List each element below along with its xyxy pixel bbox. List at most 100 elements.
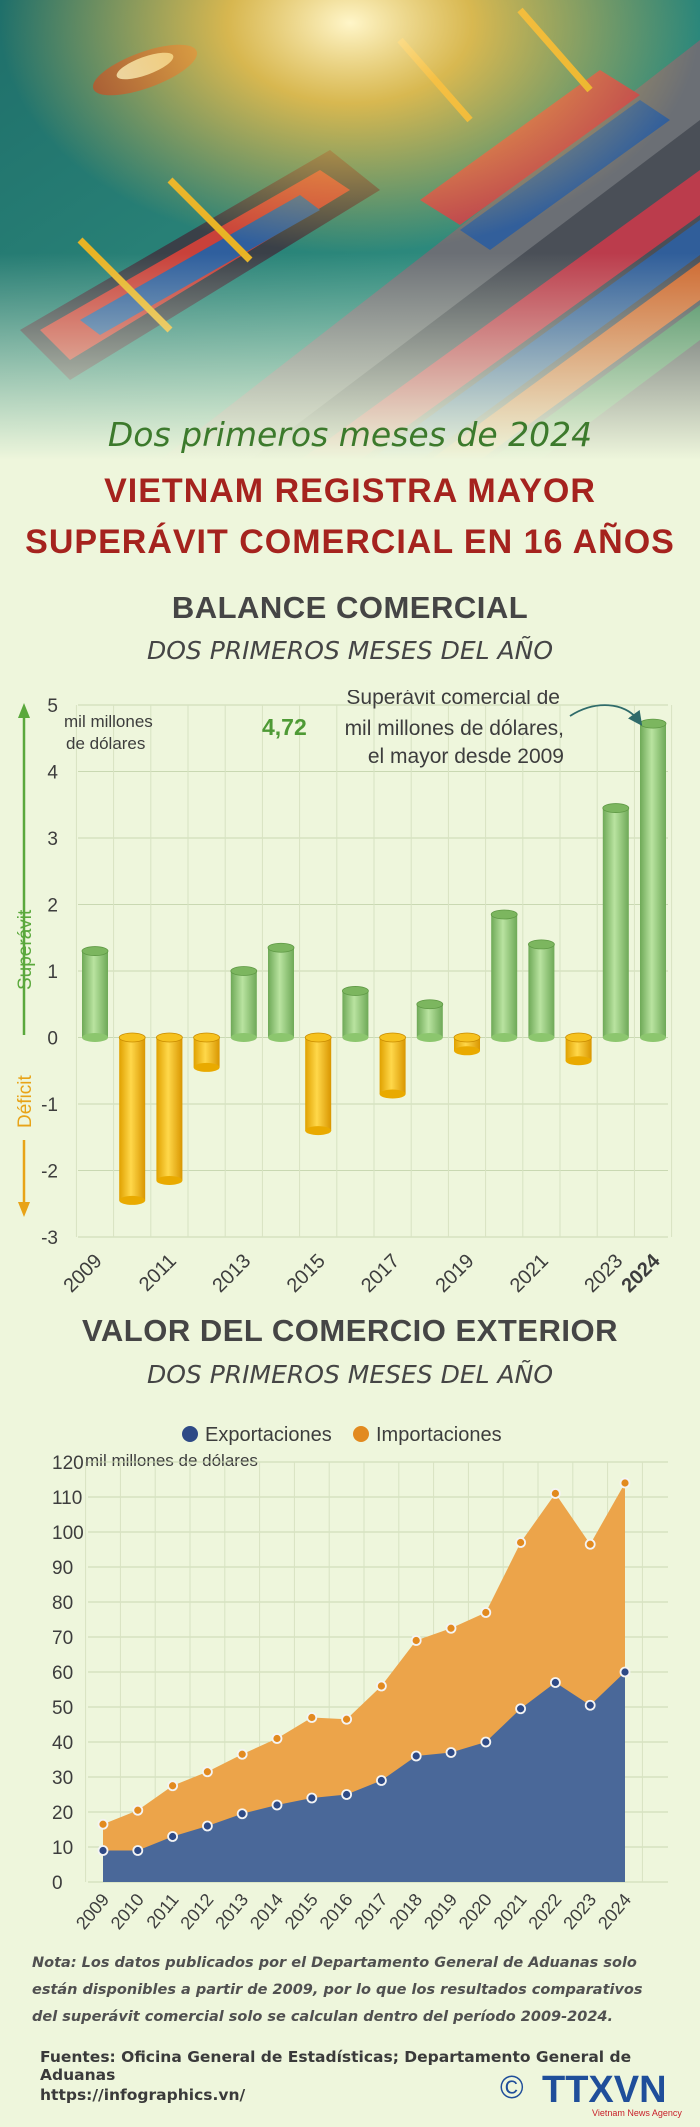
bar-cap-top	[230, 966, 258, 976]
surplus-label: Superávit	[15, 909, 36, 990]
area-x-tick-label: 2021	[490, 1890, 531, 1934]
area-x-tick-label: 2024	[594, 1890, 635, 1934]
annotation-line2: mil millones de dólares,	[345, 717, 564, 740]
imports-point	[584, 1538, 596, 1550]
bar	[267, 942, 295, 1042]
area-x-tick-label: 2010	[107, 1890, 148, 1934]
imports-point	[97, 1818, 109, 1830]
surplus-bar	[602, 808, 629, 1038]
surplus-bar	[416, 1004, 443, 1038]
header-subtitle: Dos primeros meses de 2024	[107, 415, 593, 454]
bar-cap-bottom	[119, 1195, 146, 1205]
bar-cap-bottom	[342, 1033, 369, 1042]
area-y-tick-label: 120	[52, 1453, 84, 1474]
area-x-tick-label: 2014	[246, 1890, 287, 1934]
area-chart-points	[97, 1477, 631, 1856]
deficit-bar	[379, 1037, 406, 1095]
bar-cap-top	[193, 1032, 221, 1043]
annotation-line1: Superávit comercial de	[346, 690, 560, 709]
exports-point	[410, 1750, 422, 1762]
bar-chart-grid	[75, 704, 673, 1238]
imports-point	[306, 1712, 318, 1723]
area-x-tick-label: 2011	[142, 1890, 182, 1933]
area-x-tick-label: 2022	[524, 1890, 565, 1934]
area-x-tick-label: 2015	[281, 1890, 322, 1934]
area-y-tick-label: 60	[52, 1663, 73, 1684]
legend-exports-swatch	[182, 1426, 198, 1442]
exports-point	[236, 1808, 248, 1820]
bar	[155, 1032, 183, 1185]
area-y-tick-label: 0	[52, 1873, 63, 1894]
exports-point	[306, 1792, 318, 1804]
imports-point	[167, 1780, 179, 1792]
bar-cap-bottom	[268, 1033, 294, 1042]
bar	[230, 966, 258, 1042]
surplus-bar	[528, 944, 555, 1038]
area-chart-areas	[103, 1483, 625, 1882]
area-y-tick-label: 110	[52, 1488, 82, 1509]
surplus-bar	[342, 990, 369, 1038]
imports-point	[619, 1477, 631, 1489]
bar	[639, 718, 667, 1042]
bar-chart-unit-line1: mil millones	[64, 712, 153, 731]
bar-x-tick-label: 2009	[60, 1250, 107, 1297]
bar	[416, 999, 444, 1042]
deficit-bar	[193, 1037, 220, 1068]
bar-cap-top	[81, 946, 109, 956]
bar-cap-bottom	[193, 1062, 220, 1072]
exports-point	[167, 1831, 179, 1842]
area-y-tick-label: 20	[52, 1803, 73, 1824]
bar-cap-bottom	[379, 1089, 406, 1099]
bar	[528, 939, 555, 1042]
bar-x-tick-label: 2011	[135, 1250, 181, 1296]
trade-section-title: VALOR DEL COMERCIO EXTERIOR	[82, 1313, 618, 1348]
bar-x-tick-label: 2015	[283, 1250, 330, 1297]
bar-y-tick-label: 2	[47, 896, 58, 917]
bar-cap-top	[528, 939, 555, 950]
bar-y-tick-label: 4	[47, 763, 58, 784]
bar-cap-bottom	[640, 1033, 666, 1042]
deficit-arrow	[18, 1140, 30, 1217]
bar-cap-bottom	[602, 1033, 629, 1042]
bar-chart-y-ticks: -3 -2 -1 0 1 2 3 4 5	[41, 696, 58, 1249]
footer-url[interactable]: https://infographics.vn/	[40, 2086, 246, 2104]
area-x-tick-label: 2009	[72, 1890, 113, 1934]
area-x-tick-label: 2017	[350, 1890, 391, 1934]
exports-point	[619, 1666, 631, 1678]
bar-cap-bottom	[305, 1126, 332, 1136]
bar	[602, 803, 630, 1042]
area-x-tick-label: 2012	[176, 1890, 217, 1934]
imports-point	[410, 1635, 422, 1646]
area-y-tick-label: 40	[52, 1733, 73, 1754]
ttxvn-logo: © TTXVN Vietnam News Agency	[500, 2060, 690, 2120]
balance-section-subtitle: DOS PRIMEROS MESES DEL AÑO	[146, 636, 554, 665]
area-chart-unit: mil millones de dólares	[85, 1451, 258, 1470]
copyright-icon: ©	[500, 2069, 524, 2105]
balance-bar-chart: -3 -2 -1 0 1 2 3 4 5 2009 2011 2013 2015 2017 2019 202…	[15, 690, 673, 1297]
deficit-bar	[305, 1037, 332, 1131]
area-x-tick-label: 2019	[420, 1890, 461, 1934]
logo-text: TTXVN	[542, 2069, 667, 2111]
logo-subtext: Vietnam News Agency	[592, 2108, 682, 2118]
bar-x-tick-label: 2013	[208, 1250, 255, 1297]
trade-section-subtitle: DOS PRIMEROS MESES DEL AÑO	[146, 1360, 554, 1389]
bar	[118, 1032, 146, 1205]
bar-cap-top	[453, 1032, 481, 1043]
imports-point	[271, 1733, 283, 1744]
bar-cap-top	[416, 999, 444, 1010]
imports-point	[375, 1680, 387, 1692]
deficit-bar	[565, 1037, 592, 1061]
area-chart-x-ticks: 2009201020112012201320142015201620172018…	[72, 1890, 635, 1934]
bar-cap-bottom	[528, 1033, 555, 1042]
legend-imports-swatch	[353, 1426, 369, 1442]
area-x-tick-label: 2013	[211, 1890, 252, 1934]
imports-point	[445, 1622, 457, 1634]
surplus-bar	[230, 971, 257, 1038]
area-y-tick-label: 100	[52, 1523, 84, 1544]
bar-y-tick-label: -3	[41, 1228, 58, 1249]
area-y-tick-label: 50	[52, 1698, 73, 1719]
balance-section-title: BALANCE COMERCIAL	[171, 590, 529, 625]
bar-x-tick-label: 2021	[506, 1250, 553, 1297]
bar-x-tick-label: 2019	[432, 1250, 479, 1297]
